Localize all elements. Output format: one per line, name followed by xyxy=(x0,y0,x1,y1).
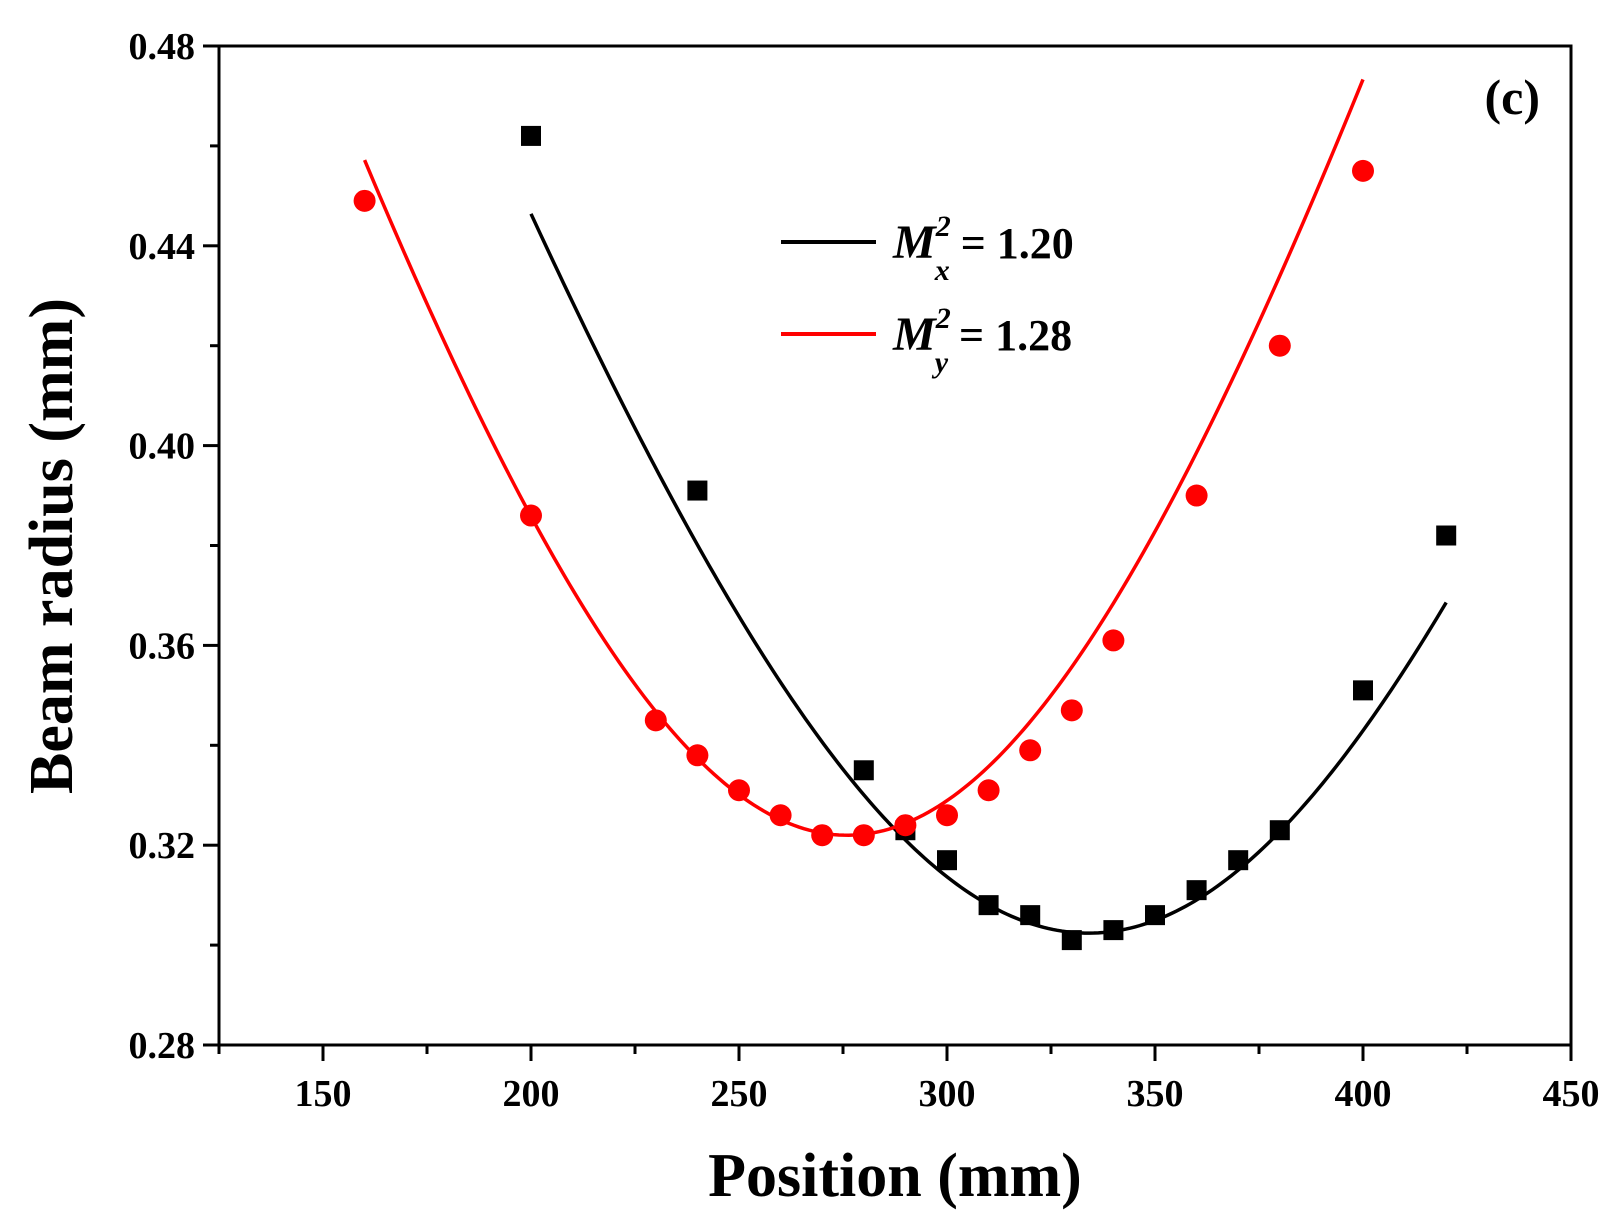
y-tick-label: 0.28 xyxy=(129,1025,196,1067)
legend-label-mx: M2 x = 1.20 xyxy=(892,210,1074,287)
data-point-my xyxy=(852,824,875,847)
x-tick-label: 150 xyxy=(295,1073,352,1115)
data-point-my xyxy=(520,504,542,527)
data-point-my xyxy=(728,779,750,802)
data-point-mx xyxy=(521,125,541,146)
data-point-mx xyxy=(853,760,874,781)
fit-curve-my xyxy=(362,78,1365,837)
legend-my-base: M xyxy=(892,308,938,361)
x-tick-label: 400 xyxy=(1335,1073,1392,1115)
x-tick-label: 250 xyxy=(711,1073,768,1115)
y-tick-label: 0.32 xyxy=(129,825,196,867)
data-point-my xyxy=(1060,699,1083,722)
data-markers xyxy=(353,125,1457,951)
legend-my-sub: y xyxy=(932,346,949,379)
plot-frame xyxy=(217,44,1573,1047)
data-point-mx xyxy=(1269,820,1290,841)
x-tick-label: 450 xyxy=(1543,1073,1600,1115)
y-tick-labels: 0.28 0.32 0.36 0.40 0.44 0.48 xyxy=(129,26,196,1067)
y-tick-label: 0.40 xyxy=(129,426,196,468)
legend-my-value: = 1.28 xyxy=(948,311,1072,360)
legend-mx-sub: x xyxy=(934,254,950,287)
data-point-my xyxy=(1019,739,1042,762)
panel-label: (c) xyxy=(1485,69,1541,125)
data-point-mx xyxy=(978,895,999,916)
x-axis-title: Position (mm) xyxy=(708,1142,1082,1210)
x-tick-label: 200 xyxy=(503,1073,560,1115)
data-point-mx xyxy=(1145,905,1165,926)
data-point-my xyxy=(353,189,376,212)
data-point-my xyxy=(1268,334,1291,357)
legend-label-my: M2 y = 1.28 xyxy=(892,302,1072,379)
legend-my-sup: 2 xyxy=(935,302,951,335)
data-point-my xyxy=(936,804,958,827)
data-point-mx xyxy=(1061,930,1082,951)
y-axis-title: Beam radius (mm) xyxy=(18,298,86,794)
data-point-my xyxy=(1102,629,1125,652)
axis-ticks xyxy=(203,44,1573,1061)
data-point-my xyxy=(977,779,1000,802)
data-point-my xyxy=(644,709,667,732)
data-point-mx xyxy=(1228,850,1249,871)
y-tick-label: 0.44 xyxy=(129,226,196,268)
legend-mx-sup: 2 xyxy=(935,210,951,243)
data-point-mx xyxy=(1353,680,1373,701)
data-point-my xyxy=(894,814,917,837)
data-point-my xyxy=(811,824,834,847)
data-point-my xyxy=(769,804,792,827)
data-point-mx xyxy=(1103,920,1124,941)
legend-mx-base: M xyxy=(892,216,938,269)
y-tick-label: 0.48 xyxy=(129,26,196,68)
data-point-mx xyxy=(937,850,957,871)
data-point-mx xyxy=(687,480,708,501)
y-tick-label: 0.36 xyxy=(129,625,196,667)
x-tick-labels: 150 200 250 300 350 400 450 xyxy=(295,1073,1600,1115)
x-tick-label: 350 xyxy=(1127,1073,1184,1115)
legend-mx-value: = 1.20 xyxy=(950,219,1074,268)
x-tick-label: 300 xyxy=(919,1073,976,1115)
legend: M2 x = 1.20 M2 y = 1.28 xyxy=(781,210,1074,379)
data-point-mx xyxy=(1020,905,1041,926)
data-point-my xyxy=(1352,159,1374,182)
data-point-my xyxy=(686,744,709,767)
data-point-my xyxy=(1185,484,1208,507)
data-point-mx xyxy=(1186,880,1207,901)
data-point-mx xyxy=(1436,525,1457,546)
